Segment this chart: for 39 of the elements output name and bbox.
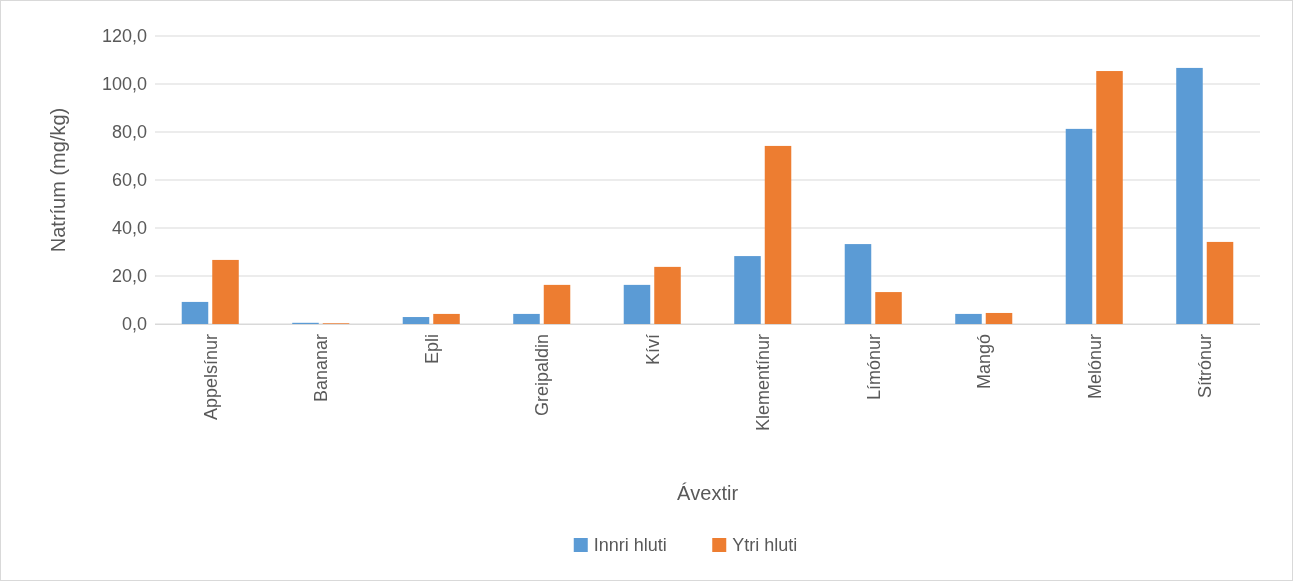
bar xyxy=(1096,71,1123,324)
y-tick-label: 20,0 xyxy=(111,266,147,287)
x-tick-label: Bananar xyxy=(311,334,332,403)
x-tick-label: Greipaldin xyxy=(532,334,553,417)
bar xyxy=(985,312,1013,324)
bar xyxy=(734,256,761,324)
bar xyxy=(623,284,651,324)
bar xyxy=(1176,67,1203,324)
bar xyxy=(543,284,571,324)
bar xyxy=(1206,241,1234,324)
legend-label: Ytri hluti xyxy=(732,535,798,556)
bar xyxy=(433,313,460,324)
y-axis-title: Natríum (mg/kg) xyxy=(47,107,69,253)
y-tick-label: 120,0 xyxy=(101,26,147,47)
bar xyxy=(654,266,681,324)
y-tick-label: 60,0 xyxy=(111,170,147,191)
bar xyxy=(875,292,902,324)
x-tick-label: Sítrónur xyxy=(1195,334,1216,399)
bar xyxy=(181,301,209,324)
x-tick-label: Mangó xyxy=(974,334,995,390)
y-tick-label: 100,0 xyxy=(101,74,147,95)
y-tick-label: 40,0 xyxy=(111,218,147,239)
bar xyxy=(212,259,239,324)
x-tick-label: Kíví xyxy=(642,334,663,366)
x-tick-label: Epli xyxy=(421,334,442,365)
x-tick-label: Appelsínur xyxy=(200,334,221,421)
x-axis-title: Ávextir xyxy=(676,482,739,504)
bar xyxy=(1065,128,1093,324)
bar xyxy=(955,313,982,324)
bar xyxy=(402,317,430,324)
y-tick-label: 0,0 xyxy=(121,314,147,335)
bar xyxy=(764,145,792,324)
x-tick-label: Melónur xyxy=(1084,334,1105,400)
bar xyxy=(844,244,872,324)
legend-label: Innri hluti xyxy=(593,535,667,556)
x-tick-label: Límónur xyxy=(863,334,884,401)
x-tick-label: Klementínur xyxy=(753,334,774,432)
y-tick-label: 80,0 xyxy=(111,122,147,143)
bar xyxy=(513,313,540,324)
